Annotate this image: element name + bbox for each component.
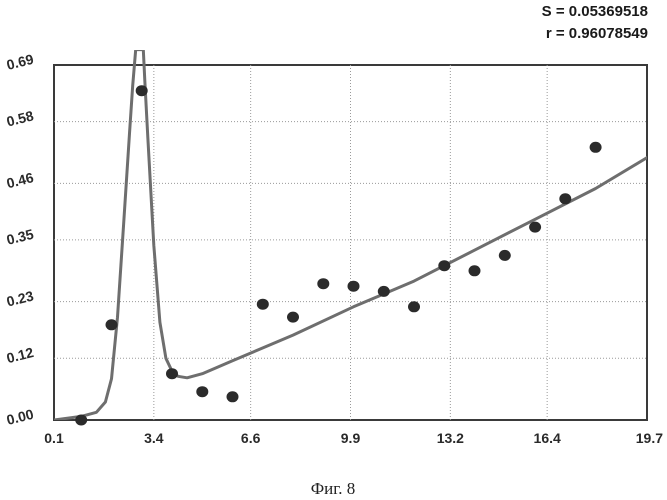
data-point <box>166 368 178 379</box>
data-point <box>378 286 390 297</box>
data-point <box>499 250 511 261</box>
figure-caption: Фиг. 8 <box>311 479 356 498</box>
x-tick-label: 13.2 <box>437 430 464 446</box>
data-point <box>529 222 541 233</box>
data-point <box>287 312 299 323</box>
data-point <box>559 193 571 204</box>
data-point <box>590 142 602 153</box>
y-tick-label: 0.58 <box>5 107 36 129</box>
x-tick-label: 3.4 <box>144 430 164 446</box>
stat-r: r = 0.96078549 <box>546 25 648 42</box>
x-tick-label: 16.4 <box>534 430 561 446</box>
x-axis-ticks: 0.1 3.4 6.6 9.9 13.2 16.4 19.7 <box>44 430 663 446</box>
data-point <box>75 415 87 426</box>
y-tick-label: 0.46 <box>5 169 36 191</box>
y-tick-label: 0.23 <box>5 287 36 309</box>
data-point <box>348 281 360 292</box>
y-tick-label: 0.00 <box>5 406 36 428</box>
x-tick-label: 9.9 <box>341 430 361 446</box>
data-point <box>408 301 420 312</box>
data-point <box>136 85 148 96</box>
y-axis-ticks: 0.00 0.12 0.23 0.35 0.46 0.58 0.69 <box>5 51 36 428</box>
data-point <box>438 260 450 271</box>
data-point <box>469 265 481 276</box>
data-point <box>317 278 329 289</box>
x-tick-label: 19.7 <box>636 430 663 446</box>
chart-svg: 0.00 0.12 0.23 0.35 0.46 0.58 0.69 0.1 3.4 6.6 9.… <box>0 0 667 500</box>
data-point <box>196 386 208 397</box>
data-point <box>257 299 269 310</box>
y-tick-label: 0.69 <box>5 51 36 73</box>
x-tick-label: 6.6 <box>241 430 261 446</box>
y-tick-label: 0.12 <box>5 344 36 366</box>
data-point <box>106 319 118 330</box>
stat-s: S = 0.05369518 <box>542 3 648 20</box>
y-tick-label: 0.35 <box>5 226 36 248</box>
data-point <box>227 391 239 402</box>
x-tick-label: 0.1 <box>44 430 64 446</box>
